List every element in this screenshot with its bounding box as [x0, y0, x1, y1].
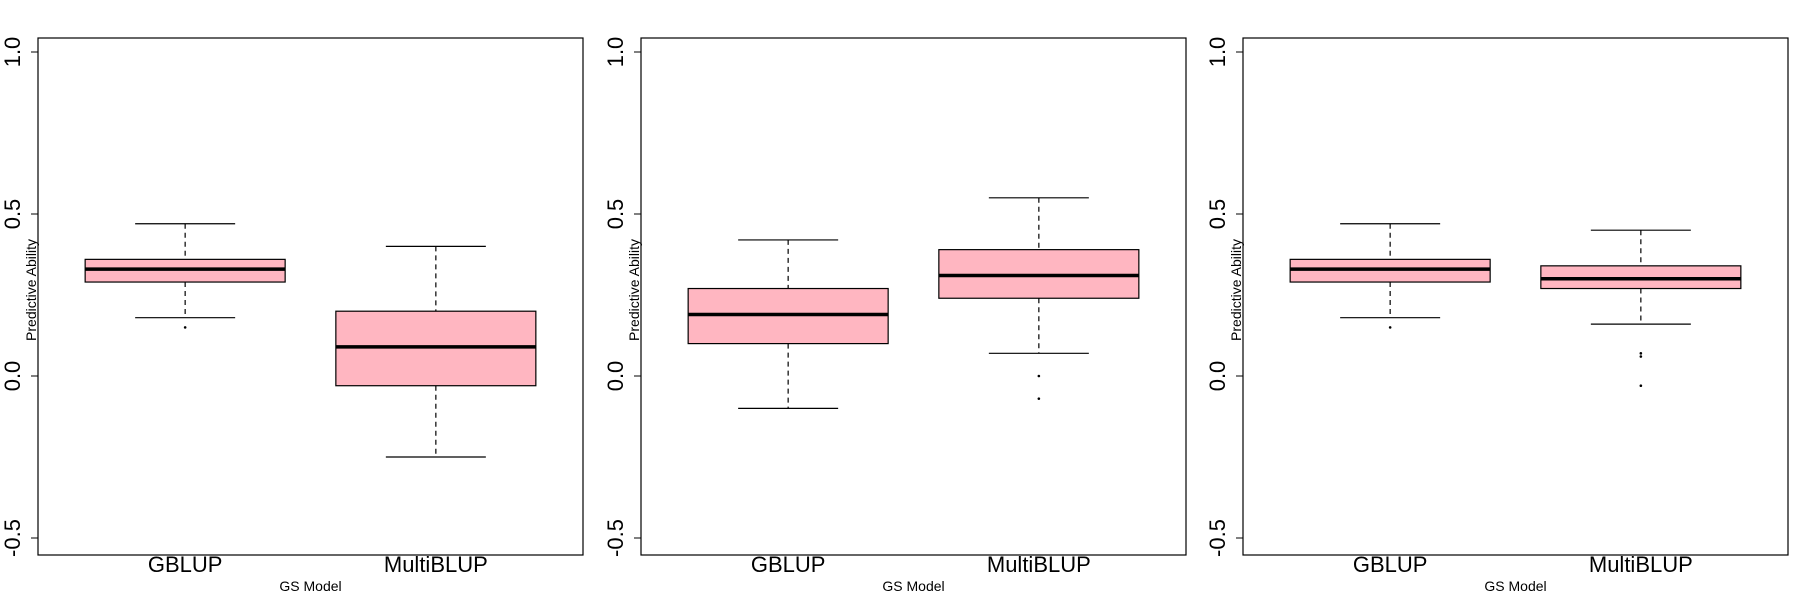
- y-tick-label: -0.5: [603, 519, 628, 557]
- x-tick-label: MultiBLUP: [384, 552, 488, 577]
- x-axis-title: GS Model: [279, 578, 341, 594]
- outlier-point: [1639, 355, 1643, 358]
- y-tick-label: 0.5: [0, 199, 25, 230]
- outlier-point: [1037, 397, 1041, 400]
- y-tick-label: 0.0: [1205, 361, 1230, 392]
- y-tick-label: 0.0: [603, 361, 628, 392]
- outlier-point: [183, 326, 187, 329]
- y-tick-label: -0.5: [1205, 519, 1230, 557]
- x-tick-label: MultiBLUP: [1589, 552, 1693, 577]
- outlier-point: [1639, 384, 1643, 388]
- x-tick-label: GBLUP: [751, 552, 826, 577]
- y-tick-label: 0.5: [603, 199, 628, 230]
- x-axis-title: GS Model: [1484, 578, 1546, 594]
- y-axis-title: Predictive Ability: [1228, 239, 1244, 341]
- plot-frame: [37, 37, 584, 556]
- x-axis-title: GS Model: [882, 578, 944, 594]
- box-gblup: [1289, 223, 1491, 329]
- panel-1: -0.5 0.0 0.5 1.0 Predictive Ability GBLUP Mult…: [0, 37, 584, 594]
- y-tick-label: 1.0: [603, 37, 628, 68]
- panel-3: -0.5 0.0 0.5 1.0 Predictive Ability GBLUP Mult…: [1205, 37, 1789, 594]
- box-gblup: [687, 239, 889, 409]
- plot-frame: [1242, 37, 1789, 556]
- x-tick-label: MultiBLUP: [987, 552, 1091, 577]
- box-multiblup: [1540, 229, 1742, 388]
- outlier-point: [1037, 374, 1041, 378]
- y-tick-label: -0.5: [0, 519, 25, 557]
- plot-frame: [640, 37, 1187, 556]
- y-tick-label: 0.5: [1205, 199, 1230, 230]
- outlier-point: [1388, 326, 1392, 329]
- outlier-point: [1639, 352, 1643, 355]
- x-tick-label: GBLUP: [1353, 552, 1428, 577]
- y-tick-label: 1.0: [0, 37, 25, 68]
- box-multiblup: [335, 245, 537, 458]
- box-multiblup: [938, 197, 1140, 400]
- y-tick-label: 0.0: [0, 361, 25, 392]
- box-gblup: [84, 223, 286, 329]
- y-axis-title: Predictive Ability: [626, 239, 642, 341]
- y-tick-label: 1.0: [1205, 37, 1230, 68]
- panel-2: -0.5 0.0 0.5 1.0 Predictive Ability GBLUP Mult…: [603, 37, 1187, 594]
- y-axis-title: Predictive Ability: [23, 239, 39, 341]
- x-tick-label: GBLUP: [148, 552, 223, 577]
